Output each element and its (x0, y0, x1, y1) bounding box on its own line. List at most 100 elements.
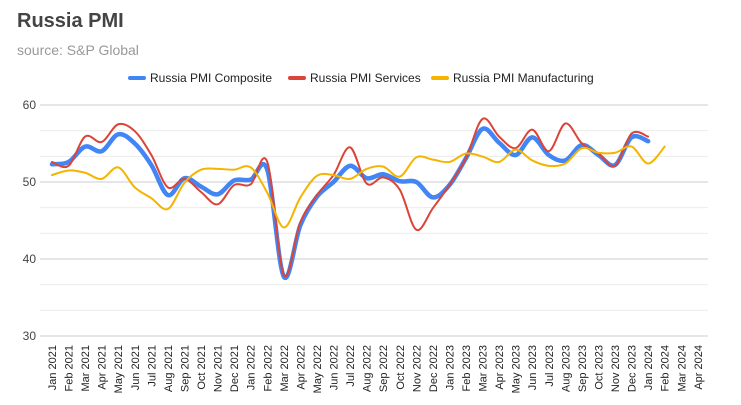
data-point (413, 227, 419, 233)
data-point (297, 194, 303, 200)
data-point (148, 195, 154, 201)
legend-item: Russia PMI Composite (128, 71, 272, 85)
x-tick-label: Mar 2024 (676, 345, 688, 391)
series-line (51, 117, 650, 278)
data-point (66, 167, 72, 173)
data-point (49, 159, 55, 165)
x-tick-label: Apr 2021 (97, 345, 109, 390)
data-point (397, 174, 403, 180)
data-point (215, 191, 221, 197)
x-tick-label: Apr 2022 (295, 345, 307, 390)
data-point (629, 130, 635, 136)
data-point (264, 190, 270, 196)
data-point (165, 192, 171, 198)
x-tick-label: Apr 2024 (693, 345, 705, 390)
x-tick-label: Jun 2021 (130, 345, 142, 390)
data-point (612, 150, 618, 156)
x-tick-label: Jan 2024 (643, 345, 655, 390)
data-point (496, 134, 502, 140)
data-point (115, 131, 121, 137)
data-point (546, 163, 552, 169)
data-point (347, 163, 353, 169)
data-point (446, 182, 452, 188)
x-tick-label: Sep 2023 (577, 345, 589, 392)
data-point (231, 182, 237, 188)
x-tick-label: Oct 2021 (196, 345, 208, 390)
data-point (198, 167, 204, 173)
data-point (480, 154, 486, 160)
data-point (115, 164, 121, 170)
x-tick-label: Feb 2021 (64, 345, 76, 391)
data-point (49, 172, 55, 178)
legend-label: Russia PMI Manufacturing (453, 71, 594, 85)
x-tick-label: Nov 2023 (610, 345, 622, 392)
data-point (562, 120, 568, 126)
data-point (82, 144, 88, 150)
data-point (331, 172, 337, 178)
data-point (546, 148, 552, 154)
data-point (132, 184, 138, 190)
data-point (397, 187, 403, 193)
x-tick-label: May 2022 (312, 345, 324, 393)
series-line (49, 126, 651, 281)
data-point (314, 173, 320, 179)
data-point (198, 189, 204, 195)
data-point (513, 147, 519, 153)
data-point (248, 164, 254, 170)
x-tick-label: Feb 2023 (461, 345, 473, 391)
x-tick-label: Sep 2022 (378, 345, 390, 392)
x-tick-label: Jun 2023 (527, 345, 539, 390)
data-point (380, 164, 386, 170)
data-point (513, 152, 519, 158)
series-line (51, 145, 666, 229)
data-point (281, 272, 287, 278)
chart-subtitle: source: S&P Global (17, 42, 139, 58)
x-tick-label: Feb 2022 (262, 345, 274, 391)
data-point (99, 176, 105, 182)
x-tick-label: Dec 2021 (229, 345, 241, 392)
data-point (430, 205, 436, 211)
chart-title: Russia PMI (17, 10, 124, 32)
x-tick-label: Dec 2022 (428, 345, 440, 392)
legend-item: Russia PMI Manufacturing (431, 71, 594, 85)
data-point (165, 206, 171, 212)
x-tick-label: Jul 2023 (544, 345, 556, 387)
data-point (480, 116, 486, 122)
x-tick-label: Apr 2023 (494, 345, 506, 390)
x-tick-label: Jan 2023 (444, 345, 456, 390)
series-russia-pmi-composite (49, 126, 651, 281)
data-point (529, 127, 535, 133)
x-tick-label: Jul 2021 (146, 345, 158, 387)
data-point (331, 179, 337, 185)
data-point (231, 167, 237, 173)
data-point (347, 144, 353, 150)
data-point (496, 159, 502, 165)
x-tick-label: May 2021 (113, 345, 125, 393)
data-point (496, 140, 502, 146)
data-point (446, 159, 452, 165)
x-tick-label: Jan 2021 (47, 345, 59, 390)
x-tick-label: Jul 2022 (345, 345, 357, 387)
data-point (645, 161, 651, 167)
x-tick-label: Nov 2021 (213, 345, 225, 392)
data-point (99, 148, 105, 154)
x-tick-label: Sep 2021 (179, 345, 191, 392)
x-tick-label: Oct 2023 (593, 345, 605, 390)
data-point (662, 144, 668, 150)
data-point (612, 163, 618, 169)
data-point (99, 139, 105, 145)
data-point (264, 159, 270, 165)
data-point (132, 128, 138, 134)
data-point (82, 170, 88, 176)
data-point (364, 166, 370, 172)
data-point (480, 126, 486, 132)
data-point (430, 194, 436, 200)
y-tick-label: 50 (23, 175, 37, 189)
x-tick-label: Jun 2022 (329, 345, 341, 390)
x-tick-label: Aug 2021 (163, 345, 175, 392)
data-point (529, 157, 535, 163)
data-point (380, 174, 386, 180)
data-point (463, 151, 469, 157)
y-tick-label: 40 (23, 252, 37, 266)
